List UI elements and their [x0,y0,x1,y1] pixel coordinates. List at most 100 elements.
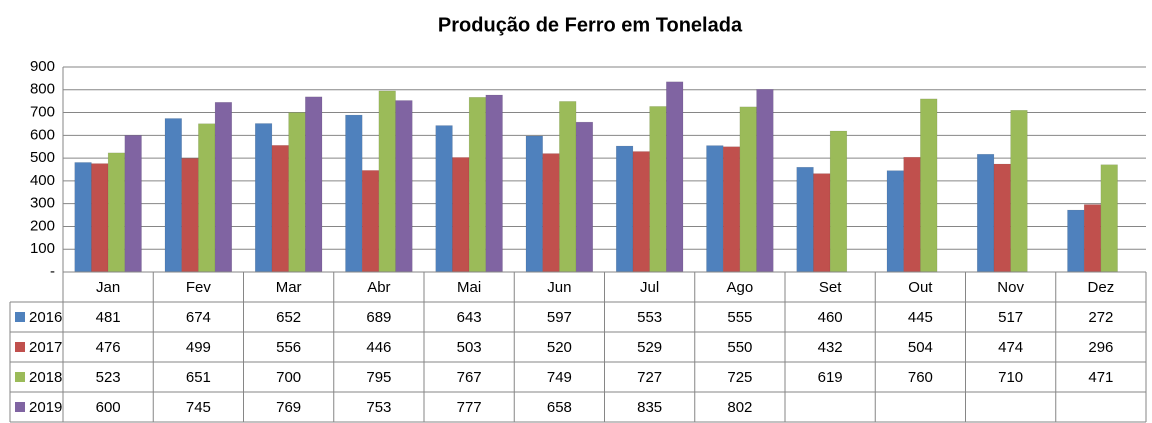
x-tick-label: Abr [367,279,390,296]
table-value: 777 [457,399,482,416]
bar [722,146,741,273]
legend-label: 2016 [29,309,62,326]
chart-title: Produção de Ferro em Tonelada [438,14,743,36]
table-value: 553 [637,309,662,326]
bar [198,123,216,273]
table-value: 471 [1088,369,1113,386]
y-tick-label: 400 [30,172,55,189]
bar [615,145,634,273]
bar [903,156,921,273]
table-value: 700 [276,369,301,386]
table-value: 499 [186,339,211,356]
bar [164,118,182,273]
table-value: 556 [276,339,301,356]
table-value: 476 [96,339,121,356]
table-value: 674 [186,309,211,326]
bar [468,97,487,273]
x-tick-label: Fev [186,279,212,296]
table-value: 619 [818,369,843,386]
bar [559,101,577,273]
bar [1100,164,1118,273]
bar [305,96,323,273]
table-value: 474 [998,339,1023,356]
y-tick-label: 900 [30,58,55,75]
y-tick-label: - [50,263,55,280]
table-value: 432 [818,339,843,356]
bar [706,145,724,273]
bar [91,163,109,273]
table-value: 802 [727,399,752,416]
bar [796,166,814,273]
bar [1083,204,1102,273]
table-value: 760 [908,369,933,386]
table-value: 503 [457,339,482,356]
table-value: 769 [276,399,301,416]
table-value: 272 [1088,309,1113,326]
legend-swatch [15,402,25,412]
bar [107,152,126,273]
table-value: 835 [637,399,662,416]
x-tick-label: Dez [1088,279,1115,296]
bar [124,135,142,273]
table-value: 600 [96,399,121,416]
legend-label: 2019 [29,399,62,416]
table-value: 550 [727,339,752,356]
x-tick-label: Mar [276,279,302,296]
y-tick-label: 200 [30,217,55,234]
table-value: 651 [186,369,211,386]
y-tick-label: 300 [30,195,55,212]
bar [271,145,289,273]
bar [525,135,543,273]
x-tick-label: Set [819,279,842,296]
table-value: 689 [366,309,391,326]
table-value: 555 [727,309,752,326]
bar [756,89,774,273]
table-value: 767 [457,369,482,386]
table-value: 745 [186,399,211,416]
table-value: 597 [547,309,572,326]
table-value: 446 [366,339,391,356]
table-value: 652 [276,309,301,326]
table-value: 460 [818,309,843,326]
bar [920,98,938,273]
bar [666,81,684,273]
table-value: 710 [998,369,1023,386]
bar [1010,110,1028,273]
x-tick-label: Out [908,279,933,296]
bar [361,170,380,273]
table-value: 727 [637,369,662,386]
table-value: 445 [908,309,933,326]
y-tick-label: 700 [30,104,55,121]
bar [74,162,92,273]
bar [485,94,503,273]
table-value: 658 [547,399,572,416]
table-value: 725 [727,369,752,386]
legend-swatch [15,342,25,352]
legend-swatch [15,312,25,322]
y-tick-label: 500 [30,149,55,166]
x-tick-label: Jun [547,279,571,296]
legend-label: 2018 [29,369,62,386]
y-tick-label: 600 [30,126,55,143]
bar [378,90,396,273]
x-tick-label: Nov [997,279,1024,296]
bar [575,121,594,273]
y-tick-label: 800 [30,81,55,98]
bar [829,130,848,273]
table-value: 795 [366,369,391,386]
x-tick-label: Jan [96,279,120,296]
bar [542,153,560,273]
table-value: 523 [96,369,121,386]
table-value: 517 [998,309,1023,326]
bar [632,151,650,273]
bar [254,123,273,273]
legend-swatch [15,372,25,382]
table-value: 643 [457,309,482,326]
bar [649,106,667,273]
legend-label: 2017 [29,339,62,356]
bar [976,153,995,273]
bar [993,163,1011,273]
table-value: 520 [547,339,572,356]
bar [288,112,306,273]
